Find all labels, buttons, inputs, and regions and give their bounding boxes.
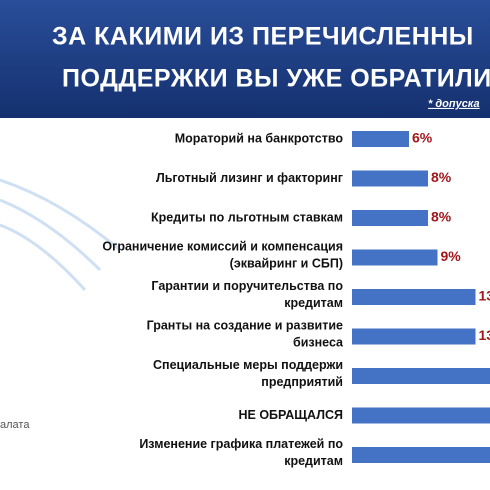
category-label: НЕ ОБРАЩАЛСЯ [238,408,343,422]
bar [352,170,428,187]
category-label: кредитам [284,296,343,310]
bar [352,210,428,226]
bar [352,131,409,147]
category-label: Специальные меры поддержи [153,358,343,372]
source-label: алата [0,419,30,431]
value-label: 8% [431,209,452,225]
value-label: 8% [431,169,452,185]
chart-title-line: ПОДДЕРЖКИ ВЫ УЖЕ ОБРАТИЛИ [62,65,490,93]
decoration [0,178,121,292]
category-label: бизнеса [293,335,344,349]
category-label: Гарантии и поручительства по [151,279,343,293]
category-label: Ограничение комиссий и компенсация [102,239,343,253]
bar [352,289,476,305]
value-label: 13% [479,327,490,343]
category-label: Льготный лизинг и факторинг [156,171,343,185]
category-label: Гранты на создание и развитие [147,318,343,332]
header-band [0,0,490,118]
value-label: 9% [441,248,462,264]
category-label: Изменение графика платежей по [139,437,343,451]
category-label: кредитам [284,454,343,468]
category-label: предприятий [261,375,343,389]
bar [352,368,490,384]
bar [352,407,490,424]
value-label: 13% [479,288,490,304]
bar [352,447,490,463]
category-label: Мораторий на банкротство [175,131,344,145]
category-label: (эквайринг и СБП) [230,256,343,270]
chart-subtitle: * допуска [428,98,480,110]
chart-title-line: ЗА КАКИМИ ИЗ ПЕРЕЧИСЛЕННЫ [52,23,474,51]
category-label: Кредиты по льготным ставкам [151,210,343,224]
bar [352,328,476,345]
bar [352,249,438,266]
value-label: 6% [412,130,433,146]
